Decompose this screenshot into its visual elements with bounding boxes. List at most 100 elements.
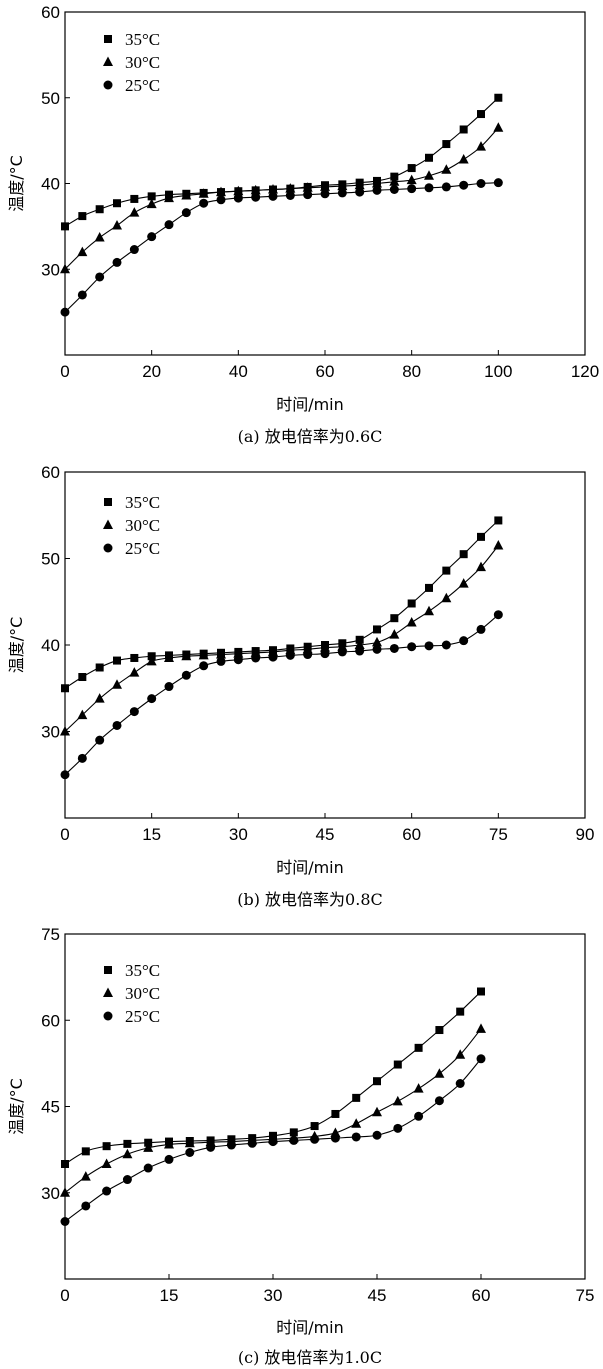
- data-point: [289, 1135, 299, 1145]
- data-point: [393, 1123, 403, 1133]
- y-tick-label: 40: [41, 636, 60, 655]
- data-point: [331, 1109, 340, 1118]
- y-tick-label: 45: [41, 1098, 60, 1117]
- data-point: [181, 208, 191, 218]
- data-point: [320, 649, 330, 659]
- data-point: [268, 184, 278, 194]
- data-point: [425, 583, 433, 592]
- data-point: [458, 578, 469, 588]
- legend-label: 30°C: [125, 984, 160, 1003]
- data-point: [233, 185, 244, 196]
- x-tick-label: 60: [472, 1286, 491, 1305]
- data-point: [351, 1118, 362, 1128]
- data-point: [113, 656, 121, 665]
- data-point: [122, 1148, 133, 1159]
- y-axis-label: 温度/°C: [7, 1078, 26, 1135]
- data-point: [389, 176, 400, 186]
- data-point: [164, 652, 174, 662]
- data-point: [320, 189, 330, 199]
- data-point: [216, 195, 226, 205]
- legend-label: 25°C: [125, 1007, 160, 1026]
- data-point: [441, 182, 451, 192]
- data-point: [372, 185, 382, 195]
- legend-marker: [103, 987, 113, 997]
- data-point: [459, 636, 469, 646]
- data-point: [406, 617, 417, 627]
- data-point: [477, 987, 485, 996]
- data-point: [337, 180, 348, 191]
- y-tick-label: 30: [41, 1184, 60, 1203]
- data-point: [441, 640, 451, 650]
- data-point: [477, 110, 485, 119]
- data-point: [77, 709, 88, 720]
- data-point: [81, 1201, 91, 1211]
- data-point: [112, 720, 122, 730]
- data-point: [303, 650, 313, 660]
- x-tick-label: 15: [142, 825, 161, 844]
- chart-caption: (a) 放电倍率为0.6C: [238, 427, 383, 446]
- y-tick-label: 50: [41, 550, 60, 569]
- series-line: [64, 182, 499, 313]
- data-point: [78, 673, 87, 682]
- y-tick-label: 75: [41, 925, 60, 944]
- legend-marker: [103, 80, 113, 90]
- data-point: [493, 540, 504, 550]
- data-point: [477, 532, 485, 541]
- data-point: [60, 726, 70, 736]
- data-point: [413, 1083, 424, 1093]
- x-tick-label: 60: [316, 362, 335, 381]
- x-tick-label: 75: [576, 1286, 595, 1305]
- data-point: [310, 1122, 319, 1131]
- data-point: [113, 199, 121, 208]
- data-point: [456, 1007, 465, 1016]
- data-point: [285, 183, 296, 193]
- data-point: [441, 164, 452, 174]
- data-point: [129, 207, 140, 217]
- data-point: [129, 667, 140, 677]
- data-point: [493, 610, 503, 620]
- data-point: [268, 652, 278, 662]
- data-point: [459, 125, 468, 134]
- y-tick-label: 60: [41, 463, 60, 482]
- data-point: [494, 93, 503, 102]
- y-tick-label: 60: [41, 3, 60, 22]
- data-point: [493, 122, 504, 132]
- legend-label: 25°C: [125, 76, 160, 95]
- data-point: [455, 1049, 466, 1059]
- legend-marker: [103, 519, 113, 529]
- legend-label: 30°C: [125, 516, 160, 535]
- legend-label: 25°C: [125, 539, 160, 558]
- data-point: [424, 641, 434, 651]
- x-axis-label: 时间/min: [276, 858, 344, 877]
- data-point: [372, 636, 382, 647]
- legend-label: 35°C: [125, 30, 160, 49]
- chart-panel-a: 0 20 40 60 80 100 120 30 40 50 60 时间/min 温度/°C (a) 放电…: [7, 3, 599, 446]
- x-tick-label: 0: [60, 825, 69, 844]
- data-point: [112, 679, 122, 689]
- data-point: [101, 1158, 112, 1168]
- data-point: [373, 625, 381, 634]
- data-point: [303, 190, 313, 200]
- data-point: [143, 1163, 153, 1173]
- y-tick-label: 30: [41, 260, 60, 279]
- data-point: [476, 179, 486, 188]
- data-point: [146, 198, 157, 209]
- data-point: [130, 194, 139, 203]
- data-point: [147, 694, 157, 704]
- data-point: [233, 648, 244, 658]
- data-point: [233, 193, 243, 203]
- data-point: [77, 290, 87, 300]
- chart-panel-b: 0 15 30 45 60 75 90 30 40 50 60 时间/min 温度/°C (b) 放电倍率…: [7, 463, 594, 909]
- data-point: [355, 646, 365, 656]
- legend-marker: [104, 35, 112, 43]
- data-point: [206, 1142, 216, 1152]
- data-point: [424, 183, 434, 193]
- data-point: [94, 232, 105, 242]
- data-point: [289, 1128, 298, 1137]
- data-point: [392, 1095, 403, 1106]
- y-tick-label: 60: [41, 1011, 60, 1030]
- data-point: [355, 187, 365, 197]
- data-point: [441, 592, 452, 603]
- data-point: [61, 684, 69, 693]
